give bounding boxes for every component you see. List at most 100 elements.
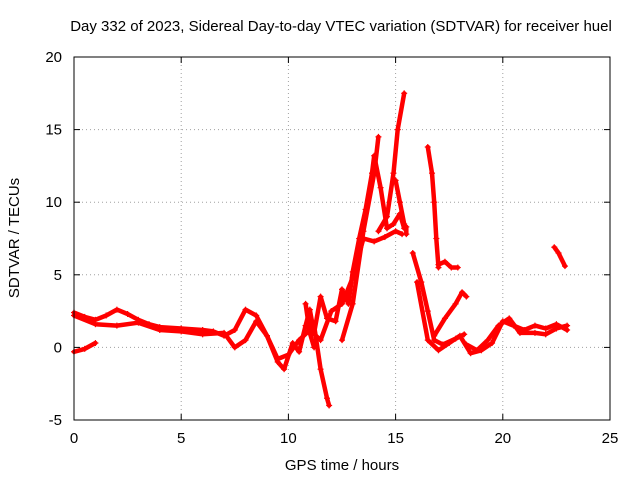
- data-point-marker: [113, 322, 120, 329]
- chart-title: Day 332 of 2023, Sidereal Day-to-day VTE…: [70, 18, 612, 35]
- data-point-marker: [326, 402, 333, 409]
- data-point-marker: [542, 331, 549, 338]
- data-point-marker: [135, 319, 142, 326]
- series-track-post-4: [464, 316, 570, 353]
- data-point-marker: [296, 337, 303, 344]
- data-point-marker: [461, 331, 468, 338]
- data-point-marker: [424, 308, 431, 315]
- data-point-marker: [81, 345, 88, 352]
- data-point-marker: [441, 315, 448, 322]
- data-point-marker: [553, 325, 560, 332]
- x-tick-label: 10: [280, 430, 297, 447]
- tick-layer: 0 5 10 15 20 25 -5 0 5 10 15 20: [45, 49, 618, 447]
- data-point-marker: [349, 300, 356, 307]
- series-track-drop-1: [311, 323, 332, 408]
- data-point-marker: [431, 199, 438, 206]
- data-point-marker: [429, 170, 436, 177]
- data-point-marker: [317, 293, 324, 300]
- data-point-marker: [360, 228, 367, 235]
- series-layer: [71, 90, 571, 409]
- y-tick-label: 10: [45, 194, 62, 211]
- data-point-marker: [454, 264, 461, 271]
- data-point-marker: [311, 344, 318, 351]
- data-point-marker: [311, 322, 318, 329]
- data-point-marker: [285, 351, 292, 358]
- data-point-marker: [403, 231, 410, 238]
- data-point-marker: [435, 261, 442, 268]
- series-track-isolated-16: [425, 144, 441, 270]
- y-tick-label: -5: [49, 412, 62, 429]
- data-point-marker: [323, 395, 330, 402]
- data-point-marker: [339, 337, 345, 344]
- data-point-marker: [371, 238, 378, 245]
- y-tick-label: 15: [45, 122, 62, 139]
- data-point-marker: [403, 223, 410, 230]
- y-tick-label: 0: [54, 339, 62, 356]
- data-point-marker: [296, 348, 303, 355]
- data-point-marker: [375, 228, 382, 235]
- data-point-marker: [384, 213, 391, 220]
- x-axis-label: GPS time / hours: [285, 457, 399, 474]
- data-point-marker: [446, 340, 453, 347]
- data-point-marker: [390, 170, 397, 177]
- data-point-marker: [103, 312, 110, 319]
- data-point-marker: [555, 250, 562, 257]
- data-point-marker: [392, 177, 399, 184]
- series-track-post-3: [431, 289, 469, 339]
- data-point-marker: [431, 332, 438, 339]
- data-point-marker: [516, 329, 523, 336]
- data-point-marker: [328, 308, 335, 315]
- data-point-marker: [231, 326, 238, 333]
- x-tick-label: 5: [177, 430, 185, 447]
- data-point-marker: [332, 318, 339, 325]
- series-track-spike-a: [339, 134, 381, 343]
- data-point-marker: [92, 340, 99, 347]
- data-point-marker: [317, 337, 324, 344]
- data-point-marker: [401, 90, 408, 97]
- data-point-marker: [242, 337, 249, 344]
- data-point-marker: [242, 306, 249, 313]
- data-point-marker: [339, 286, 345, 293]
- data-point-marker: [375, 133, 382, 140]
- y-tick-label: 5: [54, 267, 62, 284]
- data-point-marker: [371, 170, 378, 177]
- data-point-marker: [396, 199, 403, 206]
- data-point-marker: [124, 311, 131, 318]
- data-point-marker: [456, 332, 463, 339]
- plot-area-border: [73, 56, 611, 421]
- data-point-marker: [441, 258, 448, 265]
- data-point-marker: [506, 315, 513, 322]
- series-track-isolated-17: [436, 259, 461, 270]
- x-tick-label: 20: [494, 430, 511, 447]
- data-point-marker: [424, 337, 431, 344]
- data-point-marker: [377, 184, 384, 191]
- data-point-marker: [306, 329, 313, 336]
- data-point-marker: [424, 144, 431, 151]
- data-point-marker: [231, 344, 238, 351]
- data-point-marker: [302, 300, 309, 307]
- data-point-marker: [199, 331, 206, 338]
- x-tick-label: 25: [602, 430, 619, 447]
- data-point-marker: [156, 326, 163, 333]
- data-point-marker: [394, 126, 401, 133]
- data-point-marker: [474, 347, 481, 354]
- grid-layer: [74, 57, 610, 420]
- data-point-marker: [489, 340, 496, 347]
- data-point-marker: [542, 325, 549, 332]
- x-tick-label: 0: [70, 430, 78, 447]
- data-point-marker: [253, 312, 260, 319]
- series-track-late-22: [552, 244, 568, 269]
- data-point-marker: [459, 289, 466, 296]
- data-point-marker: [561, 263, 568, 270]
- data-point-marker: [92, 321, 99, 328]
- data-point-marker: [253, 318, 260, 325]
- data-point-marker: [409, 250, 416, 257]
- data-point-marker: [221, 329, 228, 336]
- data-point-marker: [463, 293, 470, 300]
- data-point-marker: [281, 366, 288, 373]
- data-point-marker: [433, 235, 440, 242]
- data-point-marker: [414, 279, 421, 286]
- y-tick-label: 20: [45, 49, 62, 66]
- data-point-marker: [390, 220, 397, 227]
- x-tick-label: 15: [387, 430, 404, 447]
